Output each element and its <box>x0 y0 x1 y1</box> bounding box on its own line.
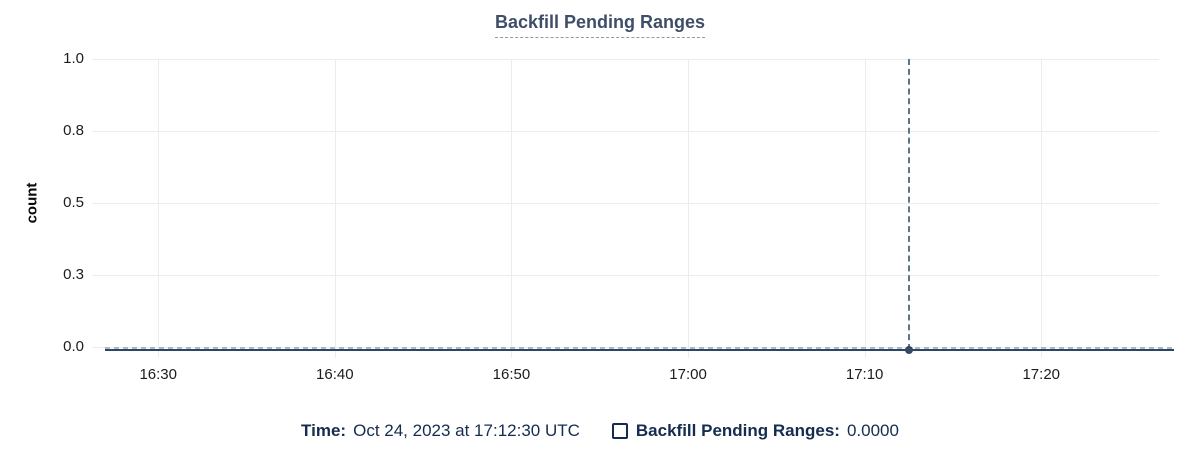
legend-series-group[interactable]: Backfill Pending Ranges: 0.0000 <box>611 421 899 441</box>
v-gridline <box>511 59 513 358</box>
h-gridline <box>92 59 1159 60</box>
y-tick-label: 1.0 <box>63 50 84 67</box>
x-tick-label: 16:30 <box>139 366 177 383</box>
v-gridline <box>688 59 690 358</box>
v-gridline <box>334 59 336 358</box>
legend-time-label: Time: <box>301 421 347 440</box>
legend-series-label: Backfill Pending Ranges: <box>635 421 840 440</box>
v-gridline <box>1041 59 1043 358</box>
x-tick-label: 16:40 <box>316 366 354 383</box>
y-tick-label: 0.8 <box>63 122 84 139</box>
h-gridline <box>92 131 1159 132</box>
x-tick-label: 17:00 <box>669 366 707 383</box>
h-gridline <box>92 275 1159 276</box>
y-tick-label: 0.5 <box>63 194 84 211</box>
y-tick-label: 0.3 <box>63 266 84 283</box>
series-checkbox-swatch[interactable] <box>611 423 628 439</box>
x-tick-label: 16:50 <box>492 366 531 383</box>
y-tick-label: 0.0 <box>63 338 84 355</box>
chart-title[interactable]: Backfill Pending Ranges <box>494 12 706 38</box>
legend-time-group: Time: Oct 24, 2023 at 17:12:30 UTC <box>301 421 580 441</box>
legend-time-value: Oct 24, 2023 at 17:12:30 UTC <box>353 421 580 440</box>
h-gridline <box>92 203 1159 204</box>
v-gridline <box>864 59 866 358</box>
series-line <box>105 349 1174 351</box>
crosshair-horizontal-ruler <box>105 347 1174 349</box>
data-point-dot[interactable] <box>904 346 913 354</box>
hover-legend: Time: Oct 24, 2023 at 17:12:30 UTC Backf… <box>0 421 1200 441</box>
crosshair-vertical-line <box>907 59 910 350</box>
legend-series-value: 0.0000 <box>846 421 899 440</box>
v-gridline <box>158 59 160 358</box>
chart-header: Backfill Pending Ranges <box>0 12 1200 38</box>
x-tick-label: 17:20 <box>1022 366 1061 383</box>
x-tick-label: 17:10 <box>845 366 884 383</box>
plot-area[interactable] <box>92 59 1159 347</box>
